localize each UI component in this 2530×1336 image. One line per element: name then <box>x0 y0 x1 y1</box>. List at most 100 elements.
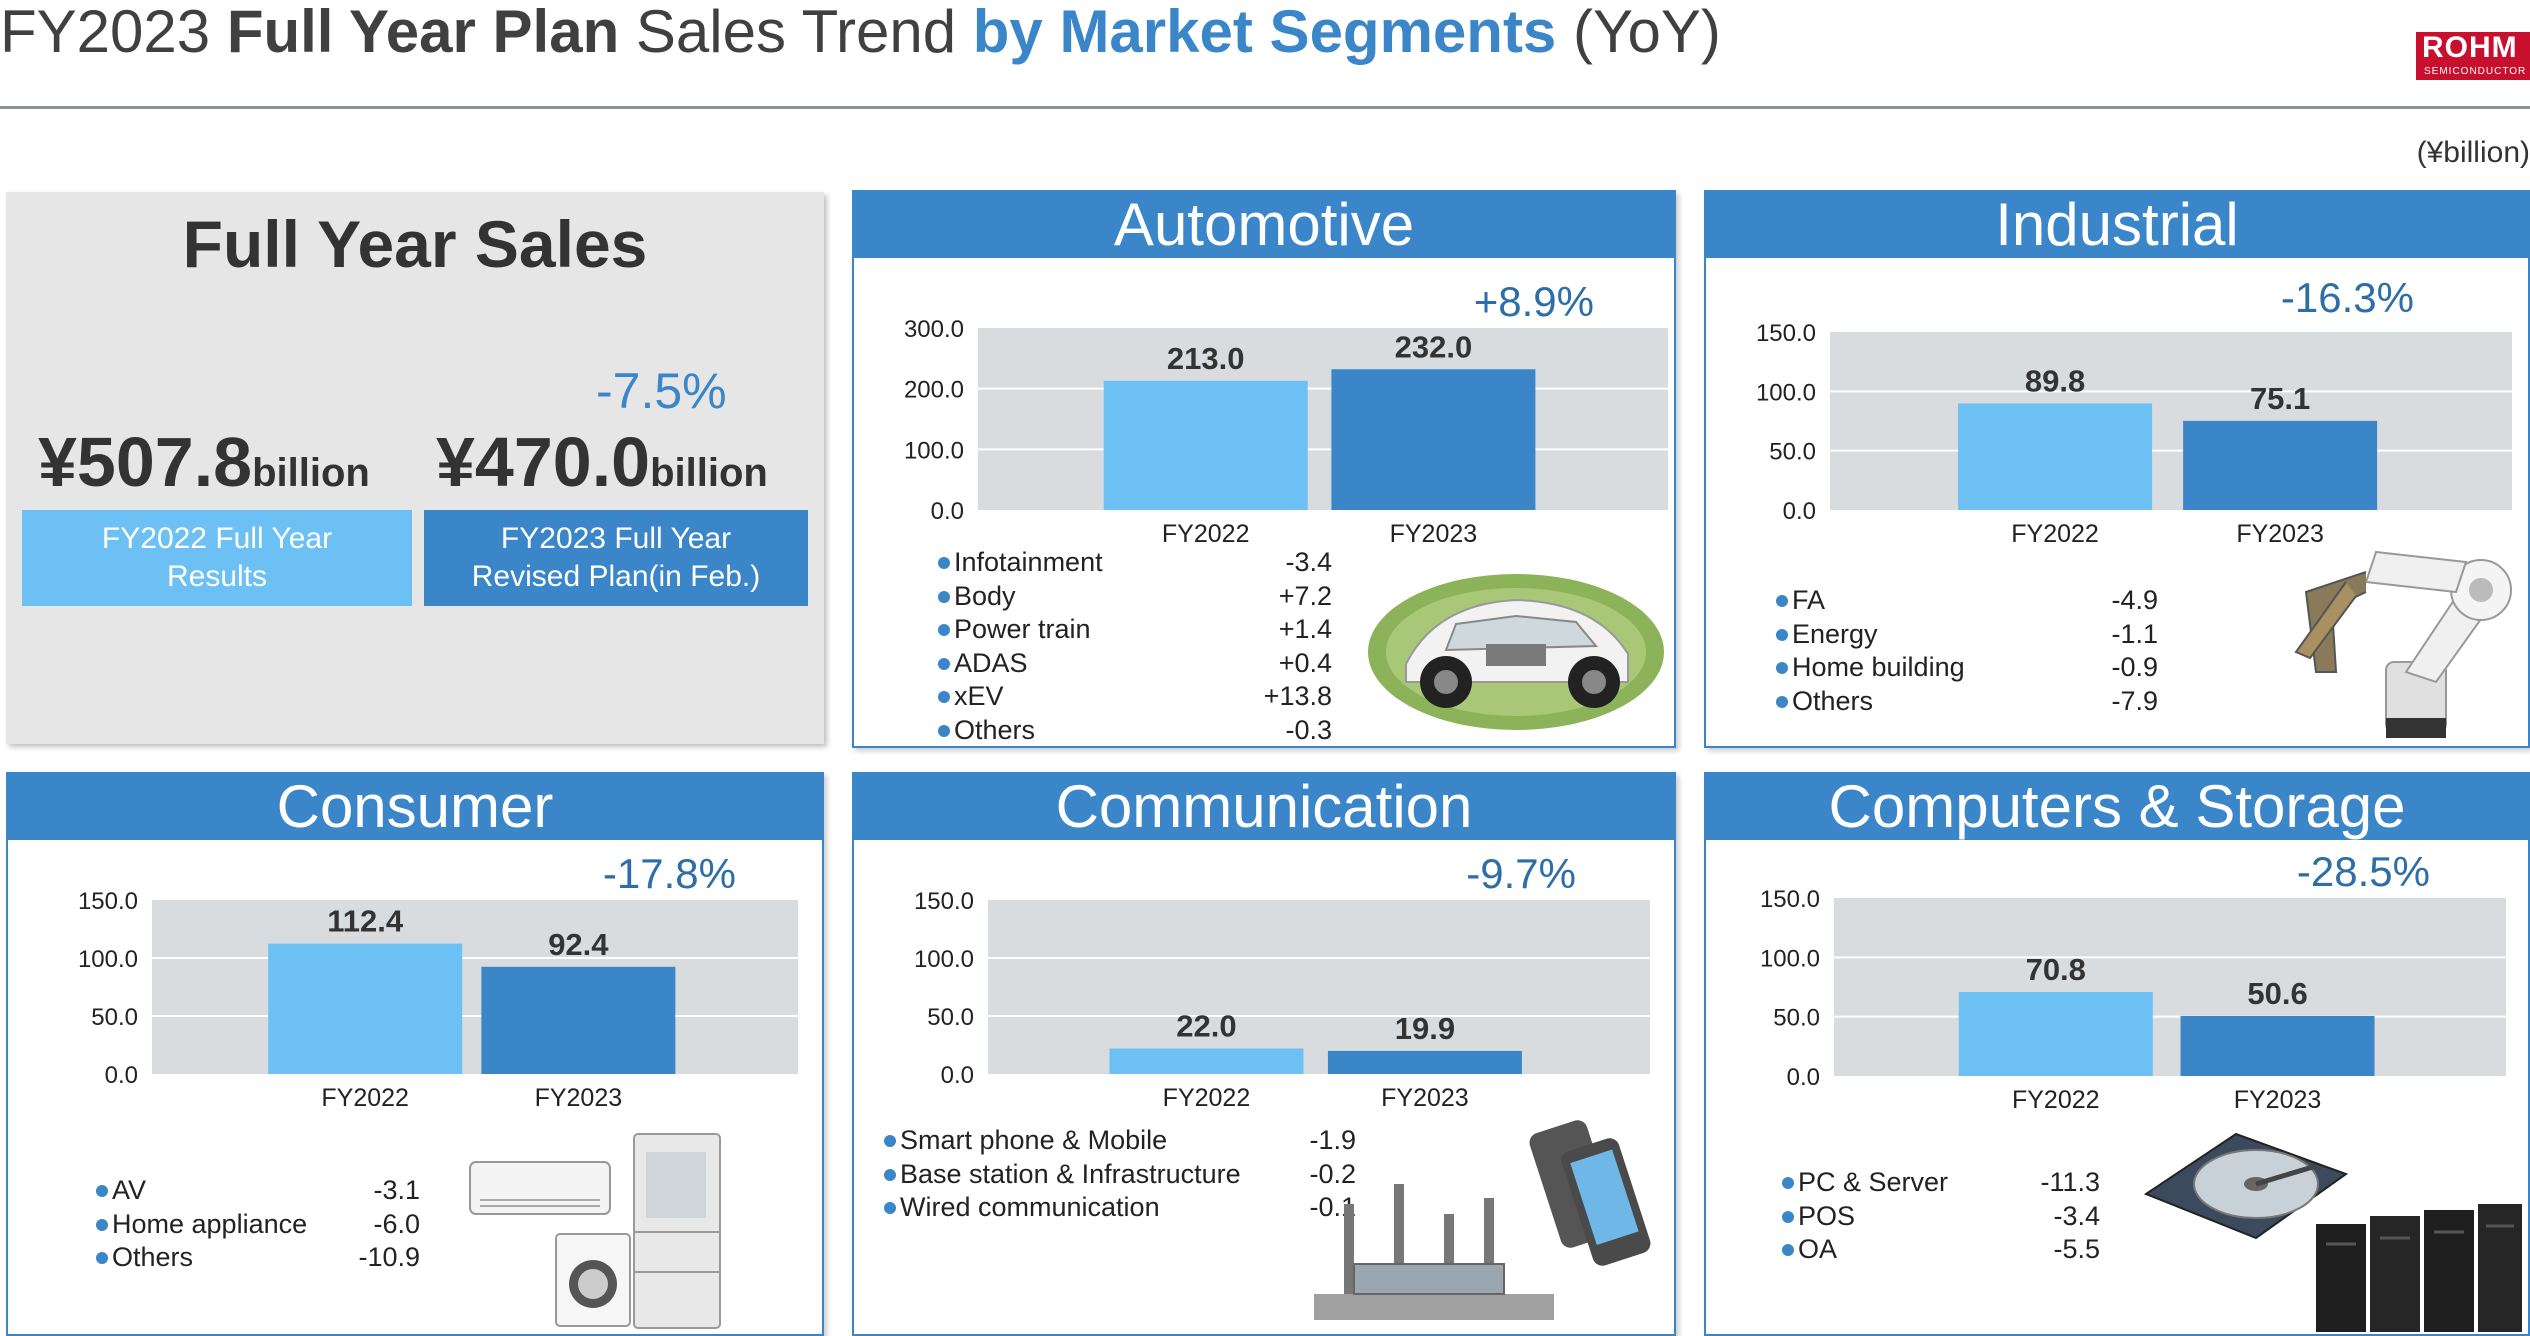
bullet-dot <box>884 1135 896 1147</box>
y-tick-label: 50.0 <box>91 1004 138 1031</box>
breakdown-label: xEV <box>954 681 1004 711</box>
y-tick-label: 50.0 <box>927 1004 974 1031</box>
breakdown-row: Smart phone & Mobile -1.9 <box>884 1124 1356 1158</box>
fy2022-unit: billion <box>252 451 370 495</box>
breakdown-value: +0.4 <box>1278 647 1332 678</box>
data-label: 19.9 <box>1395 1011 1455 1046</box>
breakdown-value: +7.2 <box>1278 580 1332 611</box>
bullet-dot <box>938 691 950 703</box>
bullet-dot <box>938 590 950 603</box>
consumer-header: Consumer <box>8 774 822 840</box>
plot-area <box>1834 898 2506 1076</box>
data-label: 89.8 <box>2025 363 2085 398</box>
breakdown-row: xEV +13.8 <box>938 680 1332 714</box>
breakdown-value: -5.5 <box>2053 1234 2100 1264</box>
y-tick-label: 0.0 <box>1787 1064 1820 1091</box>
title-part-1: FY2023 <box>0 0 227 65</box>
breakdown-label: OA <box>1798 1234 1838 1264</box>
plot-area <box>1830 332 2512 510</box>
breakdown-row: ADAS +0.4 <box>938 647 1332 681</box>
car-illustration <box>1368 574 1664 730</box>
breakdown-value: -0.9 <box>2111 652 2158 682</box>
bar-fy2022 <box>1109 1048 1304 1074</box>
y-tick-label: 0.0 <box>941 1062 974 1089</box>
y-tick-label: 50.0 <box>1773 1005 1820 1032</box>
communication-breakdown: Smart phone & Mobile -1.9 Base station & … <box>884 1124 1356 1225</box>
breakdown-row: FA -4.9 <box>1776 584 2158 618</box>
breakdown-label: Home appliance <box>112 1208 308 1239</box>
fy2022-label-line-1: FY2022 Full Year <box>101 522 333 555</box>
breakdown-row: Power train +1.4 <box>938 613 1332 647</box>
y-tick-label: 150.0 <box>1760 886 1820 913</box>
appliances-illustration <box>469 1133 721 1329</box>
breakdown-label: Home building <box>1792 652 1965 682</box>
y-tick-label: 100.0 <box>1756 379 1816 406</box>
bar-fy2023 <box>481 966 676 1074</box>
bullet-dot <box>96 1252 108 1264</box>
data-label: 75.1 <box>2250 381 2310 416</box>
breakdown-label: POS <box>1798 1200 1856 1231</box>
storage-server-illustration <box>2143 1132 2522 1332</box>
x-tick-label: FY2023 <box>2236 520 2324 548</box>
x-tick-label: FY2023 <box>1381 1084 1469 1112</box>
breakdown-value: -1.1 <box>2111 618 2158 649</box>
breakdown-value: -0.2 <box>1309 1158 1356 1189</box>
bullet-dot <box>1776 628 1788 641</box>
bullet-dot <box>1782 1244 1794 1256</box>
x-tick-label: FY2023 <box>1390 520 1478 548</box>
breakdown-label: Others <box>954 714 1036 745</box>
title-part-5: (YoY) <box>1556 0 1721 65</box>
breakdown-value: -3.1 <box>373 1175 420 1205</box>
robot-arm-illustration <box>2294 550 2512 738</box>
panel-consumer: Consumer 0.0 50.0 100.0 150.0 112.4 FY2022 92.… <box>6 772 824 1336</box>
breakdown-label: Others <box>1792 685 1874 716</box>
bar-fy2022 <box>1958 991 2153 1076</box>
industrial-breakdown: FA -4.9 Energy -1.1 Home building -0.9 Othe… <box>1776 584 2158 718</box>
full-year-sales-panel: Full Year Sales -7.5% ¥507.8billion ¥470… <box>6 192 824 744</box>
data-label: 50.6 <box>2247 976 2307 1011</box>
fy2023-unit: billion <box>650 451 768 495</box>
breakdown-value: +1.4 <box>1278 614 1332 644</box>
data-label: 232.0 <box>1395 329 1473 364</box>
automotive-breakdown: Infotainment -3.4 Body +7.2 Power train +1.… <box>938 546 1332 747</box>
breakdown-row: Home appliance -6.0 <box>96 1208 420 1242</box>
breakdown-label: AV <box>112 1175 147 1205</box>
plot-area <box>978 328 1668 510</box>
breakdown-row: PC & Server -11.3 <box>1782 1166 2100 1200</box>
y-tick-label: 50.0 <box>1769 439 1816 466</box>
y-tick-label: 100.0 <box>904 437 964 464</box>
breakdown-row: Others -7.9 <box>1776 685 2158 719</box>
x-tick-label: FY2022 <box>2012 1086 2100 1114</box>
bullet-dot <box>1776 695 1788 708</box>
bullet-dot <box>96 1185 108 1197</box>
yoy-change: +8.9% <box>1474 278 1594 325</box>
fy2023-label-line-1: FY2023 Full Year <box>500 522 732 555</box>
yoy-change: -9.7% <box>1466 850 1576 897</box>
automotive-chart: 0.0 100.0 200.0 300.0 213.0 FY2022 232.0 FY2023… <box>904 278 1668 548</box>
y-tick-label: 150.0 <box>78 888 138 915</box>
breakdown-row: Home building -0.9 <box>1776 651 2158 685</box>
breakdown-label: Energy <box>1792 618 1878 649</box>
breakdown-value: -3.4 <box>2053 1200 2100 1231</box>
unit-label: (¥billion) <box>2416 136 2530 169</box>
bullet-dot <box>938 624 950 636</box>
bullet-dot <box>938 724 950 737</box>
telecom-illustration <box>1314 1120 1651 1320</box>
breakdown-row: AV -3.1 <box>96 1174 420 1208</box>
bullet-dot <box>1776 662 1788 674</box>
breakdown-value: -11.3 <box>2040 1167 2100 1197</box>
bar-fy2023 <box>1327 1050 1522 1074</box>
breakdown-row: POS -3.4 <box>1782 1200 2100 1234</box>
industrial-header: Industrial <box>1706 192 2528 258</box>
breakdown-label: ADAS <box>954 647 1028 678</box>
bar-fy2023 <box>2180 1015 2375 1076</box>
bullet-dot <box>1782 1177 1794 1189</box>
breakdown-label: Infotainment <box>954 547 1103 577</box>
computers-storage-header: Computers & Storage <box>1706 774 2528 840</box>
breakdown-row: Wired communication -0.1 <box>884 1191 1356 1225</box>
breakdown-row: Others -0.3 <box>938 714 1332 747</box>
panel-industrial: Industrial 0.0 50.0 100.0 150.0 89.8 FY2022 75… <box>1704 190 2530 748</box>
panel-automotive: Automotive 0.0 100.0 200.0 300.0 213.0 FY2022… <box>852 190 1676 748</box>
bar-fy2022 <box>268 943 463 1074</box>
x-tick-label: FY2022 <box>2011 520 2099 548</box>
